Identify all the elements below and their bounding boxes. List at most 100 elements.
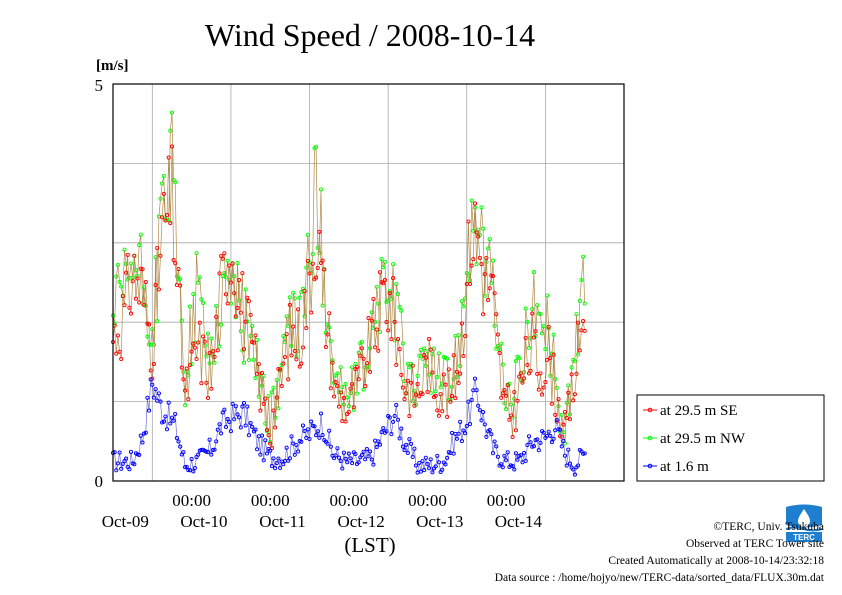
legend-swatch-marker bbox=[647, 407, 653, 413]
data-point bbox=[502, 387, 507, 392]
data-point bbox=[582, 328, 587, 333]
data-point bbox=[350, 382, 355, 387]
data-point bbox=[142, 302, 147, 308]
data-point bbox=[187, 468, 193, 473]
data-point bbox=[327, 428, 332, 433]
data-point bbox=[264, 427, 270, 432]
data-point bbox=[307, 271, 312, 276]
data-point bbox=[353, 451, 358, 457]
data-point bbox=[259, 371, 265, 376]
data-point bbox=[451, 376, 456, 382]
data-point bbox=[412, 446, 417, 451]
data-point bbox=[433, 464, 438, 469]
data-point bbox=[146, 322, 152, 327]
x-tick-label: 00:00 bbox=[408, 491, 447, 510]
data-point bbox=[223, 275, 229, 280]
data-point bbox=[323, 344, 328, 350]
data-point bbox=[210, 447, 215, 453]
data-point bbox=[299, 439, 304, 444]
data-point bbox=[569, 365, 574, 370]
data-point bbox=[318, 187, 324, 192]
data-point bbox=[554, 417, 559, 422]
data-point bbox=[115, 461, 120, 466]
data-point bbox=[356, 460, 361, 465]
data-point bbox=[169, 110, 175, 115]
data-point bbox=[117, 349, 122, 354]
data-point bbox=[436, 460, 441, 465]
data-point bbox=[158, 196, 163, 201]
data-point bbox=[164, 213, 170, 218]
data-point bbox=[268, 448, 273, 453]
data-point bbox=[458, 371, 463, 376]
data-point bbox=[338, 458, 343, 464]
data-point bbox=[571, 467, 576, 472]
legend-label: at 29.5 m NW bbox=[660, 431, 746, 447]
data-point bbox=[281, 361, 286, 366]
data-point bbox=[531, 444, 536, 449]
data-point bbox=[525, 442, 530, 448]
data-point bbox=[540, 331, 545, 336]
data-point bbox=[245, 404, 250, 409]
data-point bbox=[166, 400, 171, 405]
data-point bbox=[183, 465, 188, 470]
data-point bbox=[420, 391, 425, 397]
data-point bbox=[328, 386, 333, 391]
data-point bbox=[253, 375, 258, 381]
data-point bbox=[173, 411, 178, 417]
data-point bbox=[117, 450, 122, 455]
y-tick-label: 0 bbox=[95, 472, 104, 491]
data-point bbox=[189, 457, 194, 462]
data-point bbox=[124, 456, 129, 461]
data-point bbox=[336, 455, 342, 460]
data-point bbox=[120, 461, 125, 466]
data-point bbox=[428, 457, 433, 462]
data-point bbox=[581, 319, 586, 324]
data-point bbox=[153, 282, 158, 288]
created-text: Created Automatically at 2008-10-14/23:3… bbox=[608, 555, 824, 567]
data-point bbox=[332, 394, 337, 399]
data-point bbox=[420, 459, 425, 464]
data-point bbox=[150, 327, 155, 332]
data-point bbox=[435, 453, 440, 458]
data-point bbox=[415, 373, 420, 378]
data-point bbox=[517, 356, 522, 361]
data-point bbox=[132, 462, 137, 467]
x-tick-label: 00:00 bbox=[251, 491, 290, 510]
data-point bbox=[255, 447, 260, 452]
data-point bbox=[535, 303, 540, 308]
data-point bbox=[381, 426, 386, 431]
data-point bbox=[361, 356, 366, 361]
data-point bbox=[122, 303, 127, 308]
data-point bbox=[556, 397, 561, 402]
data-point bbox=[387, 289, 392, 294]
data-point bbox=[441, 372, 446, 377]
x-date-label: Oct-12 bbox=[338, 512, 385, 531]
data-point bbox=[463, 431, 468, 436]
data-point bbox=[128, 449, 134, 454]
series-line bbox=[112, 146, 586, 449]
data-point bbox=[258, 452, 263, 457]
data-point bbox=[536, 387, 541, 392]
data-point bbox=[356, 377, 361, 382]
data-point bbox=[155, 319, 160, 324]
data-point bbox=[176, 439, 181, 444]
data-point bbox=[427, 466, 432, 471]
data-point bbox=[526, 345, 532, 350]
data-point bbox=[196, 280, 201, 285]
data-point bbox=[271, 385, 276, 390]
data-point bbox=[538, 440, 543, 445]
data-point bbox=[413, 463, 419, 468]
data-point bbox=[320, 303, 325, 308]
data-point bbox=[354, 391, 360, 396]
data-point bbox=[151, 362, 156, 367]
data-point bbox=[248, 312, 253, 317]
data-point bbox=[520, 380, 525, 385]
data-point bbox=[274, 461, 279, 466]
data-point bbox=[237, 278, 242, 283]
data-point bbox=[389, 337, 394, 342]
data-point bbox=[309, 419, 314, 424]
data-point bbox=[246, 357, 251, 363]
data-point bbox=[513, 359, 518, 364]
data-point bbox=[333, 380, 338, 385]
data-point bbox=[525, 319, 530, 325]
